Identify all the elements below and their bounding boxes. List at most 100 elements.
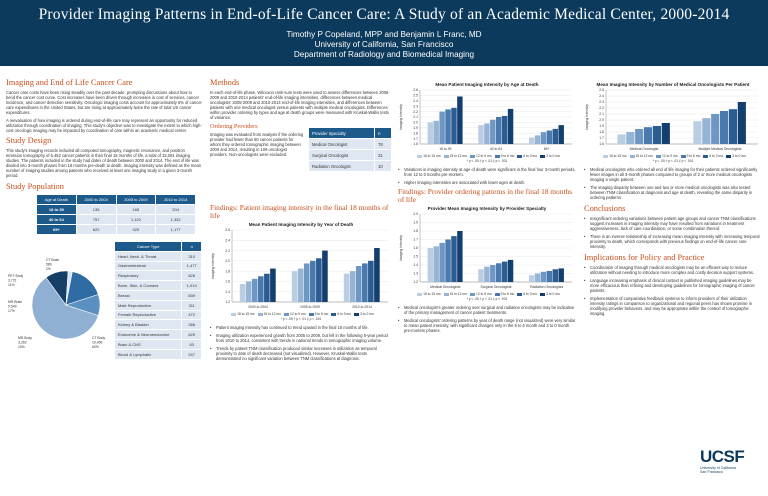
legend-label: 15 to 12 mo xyxy=(449,292,467,296)
x-tick-label: Multiple Medical Oncologists xyxy=(699,147,742,151)
legend-item: 9 to 6 mo xyxy=(678,154,701,158)
providers-heading: Ordering Providers xyxy=(210,123,258,130)
y-tick-label: 1.8 xyxy=(225,269,230,273)
poster-authors: Timothy P Copeland, MPP and Benjamin L F… xyxy=(286,30,482,39)
pie-label: 17% xyxy=(8,309,15,313)
bar xyxy=(433,120,439,144)
finding-bullet: Variations in imaging intensity at age o… xyxy=(398,167,576,177)
y-tick-label: 1.7 xyxy=(413,137,418,141)
legend-swatch xyxy=(540,292,546,296)
bar xyxy=(490,119,496,144)
bar xyxy=(534,273,541,282)
bar xyxy=(728,109,738,144)
legend-label: 6 to 3 mo xyxy=(709,154,724,158)
legend-label: 9 to 6 mo xyxy=(314,312,329,316)
bar xyxy=(297,268,304,302)
finding-bullet: Patient imaging intensity has continued … xyxy=(210,325,392,330)
y-axis-label: Imaging Intensity xyxy=(399,235,403,261)
pop-col-header: 2005 to 2009 xyxy=(115,194,157,205)
x-tick-label: Medical Oncologist xyxy=(630,147,659,151)
finding-bullet: Medical oncologist's greater ordering ov… xyxy=(398,305,576,315)
finding-bullet: Trends by patient TNM classification pro… xyxy=(210,346,392,361)
chart-legend: 18 to 15 mo 15 to 12 mo 12 to 9 mo 9 to 6 m… xyxy=(398,154,576,159)
table-row: Brain & CNS 63 xyxy=(113,338,202,350)
bar xyxy=(439,111,445,144)
implication-bullet: Language increasing emphasis of clinical… xyxy=(584,278,762,293)
chart-legend: 18 to 15 mo 15 to 12 mo 12 to 9 mo 9 to 6 m… xyxy=(398,292,576,297)
y-tick-label: 1.6 xyxy=(413,142,418,146)
methods-heading: Methods xyxy=(210,78,240,87)
legend-swatch xyxy=(354,312,360,316)
legend-item: 6 to 3 mo xyxy=(328,312,351,316)
implication-bullet: Implementation of comparative feedback s… xyxy=(584,296,762,316)
legend-swatch xyxy=(517,154,523,158)
prov-cell: 10 xyxy=(374,160,392,172)
bar xyxy=(626,132,635,144)
bar xyxy=(558,268,564,282)
bar xyxy=(362,263,368,302)
poster-title: Provider Imaging Patterns in End-of-Life… xyxy=(38,6,730,23)
significance-note: * p < .05 † p < .01 ‡ p < .001 xyxy=(466,297,508,301)
legend-item: 12 to 9 mo xyxy=(653,154,678,158)
legend-swatch xyxy=(680,154,686,158)
pop-cell: 204 xyxy=(155,204,196,215)
prov-col-header: n xyxy=(374,127,392,139)
bar xyxy=(374,248,380,302)
pie-label: 3,721 xyxy=(8,278,17,282)
bar xyxy=(484,123,490,144)
pop-cell: 1,120 xyxy=(115,214,157,225)
ucsf-logo: UCSF University of California San Franci… xyxy=(700,448,762,475)
y-tick-label: 1.7 xyxy=(599,136,604,140)
bar xyxy=(343,273,350,302)
ct-col-header: Cancer Type xyxy=(113,241,183,252)
legend-item: 15 to 12 mo xyxy=(441,154,467,158)
pie-label: 11% xyxy=(8,283,15,287)
y-tick-label: 1.4 xyxy=(225,290,230,294)
legend-item: 12 to 9 mo xyxy=(281,312,306,316)
chart-oncologists-per-patient: Imaging Intensity 1.6 1.7 1.8 1.9 2.0 2.1 2.2 2.… xyxy=(585,88,758,151)
bar xyxy=(702,118,711,144)
pop-cell: 1,177 xyxy=(155,224,196,235)
legend-swatch xyxy=(331,312,337,316)
pie-slice xyxy=(31,277,99,340)
legend-label: 3 to 0 mo xyxy=(732,154,746,158)
legend-label: 12 to 9 mo xyxy=(662,154,678,158)
finding-bullet: The imaging disparity between one and tw… xyxy=(584,185,762,200)
legend-label: 12 to 9 mo xyxy=(290,312,306,316)
ct-cell: Gastrointestinal xyxy=(113,260,183,272)
design-heading: Study Design xyxy=(6,136,52,145)
prov-cell: Radiation Oncologist xyxy=(307,160,376,172)
bar xyxy=(501,115,508,144)
ct-cell: 472 xyxy=(181,309,202,321)
bar xyxy=(245,281,252,302)
bar xyxy=(490,265,496,282)
finding-bullet: Imaging utilization experienced growth f… xyxy=(210,333,392,343)
legend-label: 6 to 3 mo xyxy=(337,312,352,316)
table-row: 18 to 39 135 165 204 xyxy=(36,204,196,215)
bar xyxy=(546,270,553,282)
pie-label: PET Body xyxy=(8,274,24,278)
bar xyxy=(617,134,626,144)
pop-cell: 622 xyxy=(75,224,117,235)
ct-cell: Head, Neck, & Throat xyxy=(113,250,183,262)
prov-cell: Surgical Oncologist xyxy=(307,149,376,161)
legend-label: 9 to 6 mo xyxy=(686,154,701,158)
bar xyxy=(303,263,310,302)
bar xyxy=(451,107,457,144)
bar xyxy=(540,271,547,282)
implications-heading: Implications for Policy and Practice xyxy=(584,253,705,262)
legend-item: 12 to 9 mo xyxy=(467,292,492,296)
bar xyxy=(496,263,502,282)
x-tick-label: 40 to 64 xyxy=(490,147,502,151)
bar xyxy=(316,258,322,302)
bar xyxy=(546,130,553,144)
y-tick-label: 1.6 xyxy=(225,280,230,284)
chart-title: Mean Patient Imaging Intensity by Year o… xyxy=(248,222,354,227)
finding2-heading: Findings: Provider ordering patterns in … xyxy=(398,187,573,204)
legend-item: 3 to 0 mo xyxy=(537,292,560,296)
methods-paragraph: In each end-of-life phase, Wilcoxon rank… xyxy=(210,90,390,120)
providers-paragraph: Imaging was evaluated from analysis if t… xyxy=(210,132,304,157)
legend-label: 18 to 15 mo xyxy=(237,312,255,316)
column-methods: Methods In each end-of-life phase, Wilco… xyxy=(210,72,392,364)
pop-cell: 920 xyxy=(115,224,157,235)
